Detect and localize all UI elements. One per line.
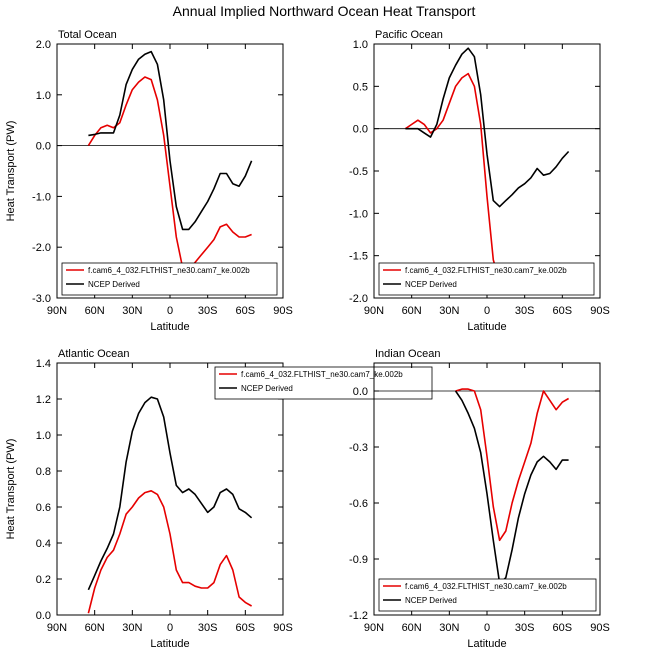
panel-title: Atlantic Ocean [58, 348, 130, 360]
y-tick-label: -0.5 [349, 166, 368, 178]
y-tick-label: 1.0 [36, 90, 51, 102]
x-tick-label: 60S [236, 305, 256, 317]
ncep-series-line [405, 47, 570, 208]
y-tick-label: 1.0 [353, 39, 368, 51]
y-tick-label: 0.8 [36, 466, 51, 478]
legend-label: NCEP Derived [405, 280, 457, 289]
y-tick-label: 1.4 [36, 358, 51, 370]
legend-box [378, 578, 597, 612]
legend: f.cam6_4_032.FLTHIST_ne30.cam7_ke.002b NC… [378, 262, 595, 296]
legend-box [214, 366, 433, 400]
y-tick-label: -1.0 [349, 208, 368, 220]
ncep-series-line [88, 50, 253, 231]
legend-label: f.cam6_4_032.FLTHIST_ne30.cam7_ke.002b [405, 266, 567, 275]
x-axis-label: Latitude [150, 638, 189, 650]
x-tick-label: 30N [439, 305, 459, 317]
legend: f.cam6_4_032.FLTHIST_ne30.cam7_ke.002b NC… [378, 578, 597, 612]
x-tick-label: 60S [553, 622, 573, 634]
x-tick-label: 60N [402, 305, 422, 317]
legend-label: f.cam6_4_032.FLTHIST_ne30.cam7_ke.002b [241, 370, 403, 379]
legend: f.cam6_4_032.FLTHIST_ne30.cam7_ke.002b NC… [214, 366, 433, 400]
model-series-line [404, 72, 570, 288]
y-tick-label: -0.6 [349, 498, 368, 510]
legend-box [61, 262, 278, 296]
legend-label: NCEP Derived [405, 596, 457, 605]
legend-label: NCEP Derived [88, 280, 140, 289]
legend-box [378, 262, 595, 296]
x-tick-label: 0 [484, 622, 490, 634]
x-tick-label: 30S [515, 305, 535, 317]
y-tick-label: -0.3 [349, 442, 368, 454]
panel-title: Indian Ocean [375, 348, 440, 360]
y-tick-label: -2.0 [349, 293, 368, 305]
y-tick-label: 0.6 [36, 502, 51, 514]
x-tick-label: 90N [364, 622, 384, 634]
y-tick-label: 0.4 [36, 538, 51, 550]
y-tick-label: -3.0 [32, 293, 51, 305]
x-tick-label: 90S [590, 622, 610, 634]
x-tick-label: 30S [515, 622, 535, 634]
x-tick-label: 90N [47, 305, 67, 317]
x-tick-label: 90N [364, 305, 384, 317]
y-tick-label: 2.0 [36, 39, 51, 51]
y-tick-label: -1.2 [349, 610, 368, 622]
y-tick-label: 1.0 [36, 430, 51, 442]
x-tick-label: 60N [85, 622, 105, 634]
x-tick-label: 0 [484, 305, 490, 317]
x-tick-label: 60S [553, 305, 573, 317]
plot-frame [373, 43, 601, 299]
plot-frame [56, 43, 284, 299]
legend: f.cam6_4_032.FLTHIST_ne30.cam7_ke.002b NC… [61, 262, 278, 296]
y-tick-label: -1.0 [32, 191, 51, 203]
x-tick-label: 30S [198, 622, 218, 634]
y-tick-label: 0.0 [36, 141, 51, 153]
x-tick-label: 30S [198, 305, 218, 317]
x-tick-label: 60N [85, 305, 105, 317]
y-tick-label: 0.5 [353, 81, 368, 93]
legend-label: f.cam6_4_032.FLTHIST_ne30.cam7_ke.002b [88, 266, 250, 275]
ncep-series-line [87, 396, 253, 591]
legend-label: f.cam6_4_032.FLTHIST_ne30.cam7_ke.002b [405, 582, 567, 591]
x-tick-label: 90N [47, 622, 67, 634]
panel-title: Total Ocean [58, 29, 117, 41]
figure-title: Annual Implied Northward Ocean Heat Tran… [173, 3, 476, 19]
x-tick-label: 30N [122, 305, 142, 317]
y-tick-label: 0.0 [36, 610, 51, 622]
y-tick-label: -2.0 [32, 242, 51, 254]
y-axis-label: Heat Transport (PW) [5, 121, 17, 222]
y-tick-label: 0.0 [353, 386, 368, 398]
x-axis-label: Latitude [150, 321, 189, 333]
y-tick-label: 0.0 [353, 124, 368, 136]
model-series-line [87, 489, 252, 614]
x-tick-label: 0 [167, 622, 173, 634]
y-tick-label: 0.2 [36, 574, 51, 586]
panel-title: Pacific Ocean [375, 29, 443, 41]
y-axis-label: Heat Transport (PW) [5, 439, 17, 540]
y-tick-label: -0.9 [349, 554, 368, 566]
legend-label: NCEP Derived [241, 384, 293, 393]
panel-1: Pacific Ocean1.00.50.0-0.5-1.0-1.5-2.090… [349, 29, 610, 333]
x-axis-label: Latitude [467, 321, 506, 333]
x-tick-label: 90S [590, 305, 610, 317]
x-tick-label: 60S [236, 622, 256, 634]
y-tick-label: 1.2 [36, 394, 51, 406]
x-axis-label: Latitude [467, 638, 506, 650]
y-tick-label: -1.5 [349, 251, 368, 263]
x-tick-label: 90S [273, 622, 293, 634]
model-series-line [455, 388, 570, 542]
ncep-series-line [454, 390, 569, 585]
x-tick-label: 0 [167, 305, 173, 317]
panel-2: Atlantic Ocean1.41.21.00.80.60.40.20.090… [5, 348, 433, 650]
x-tick-label: 90S [273, 305, 293, 317]
x-tick-label: 60N [402, 622, 422, 634]
x-tick-label: 30N [439, 622, 459, 634]
x-tick-label: 30N [122, 622, 142, 634]
plot-frame [56, 362, 284, 616]
